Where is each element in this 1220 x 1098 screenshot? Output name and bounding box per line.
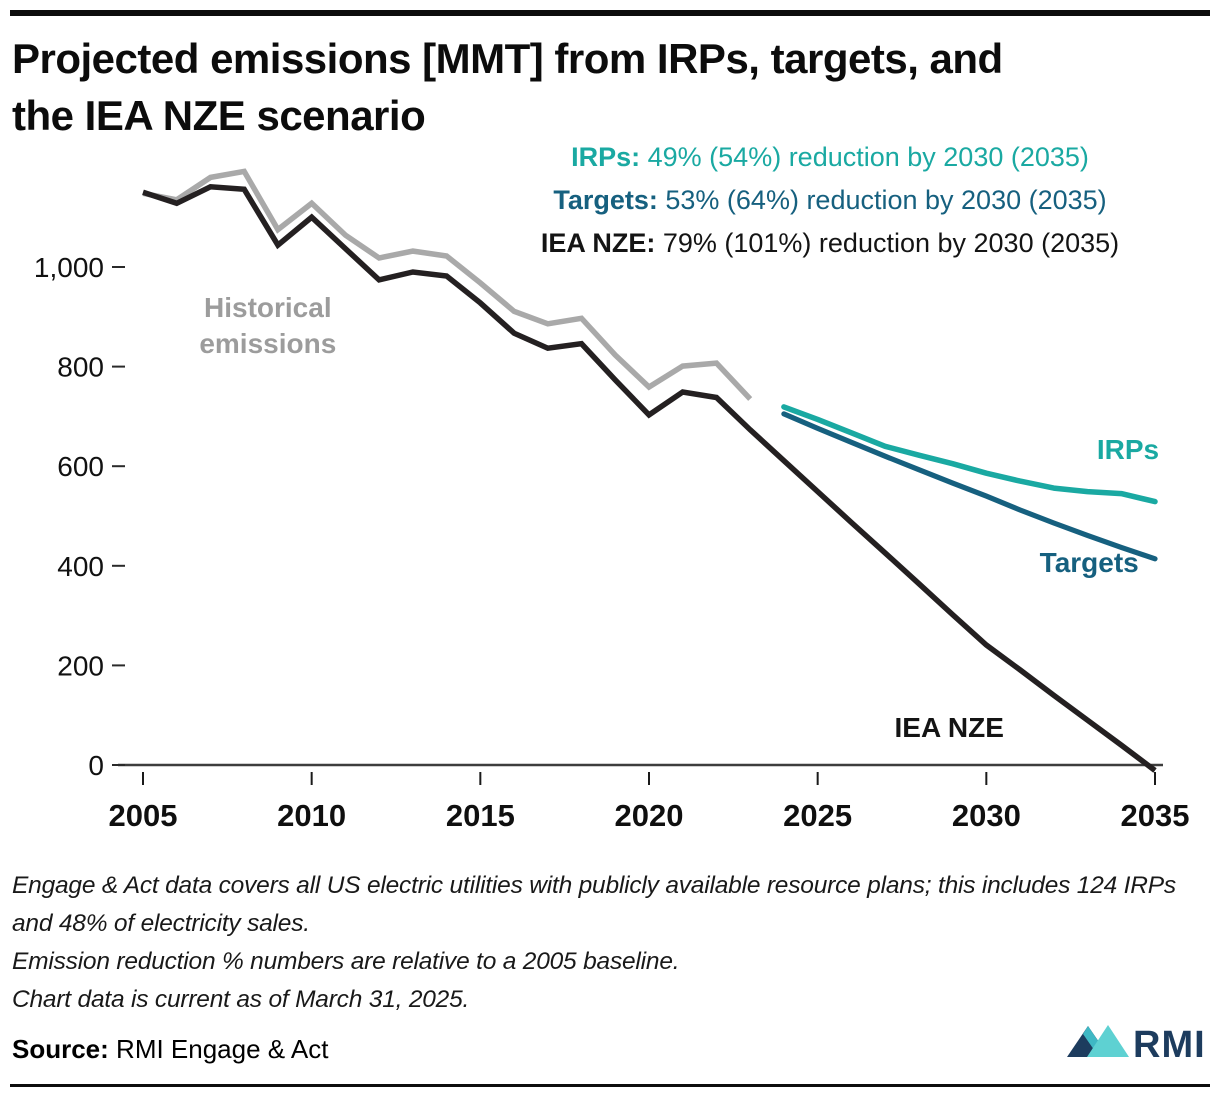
series-line-historical-emissions: [142, 168, 753, 401]
series-label-iea-nze: IEA NZE: [895, 712, 1004, 743]
x-tick-label-2020: 2020: [615, 798, 684, 833]
series-label-irps: IRPs: [1097, 434, 1159, 465]
footnote-coverage: Engage & Act data covers all US electric…: [12, 872, 1176, 937]
footnote-current-date: Chart data is current as of March 31, 20…: [12, 986, 470, 1013]
legend-row-targets: Targets: 53% (64%) reduction by 2030 (20…: [480, 179, 1180, 222]
legend-row-irps: IRPs: 49% (54%) reduction by 2030 (2035): [480, 136, 1180, 179]
page-title-line2: the IEA NZE scenario: [12, 92, 426, 139]
x-tick-label-2005: 2005: [109, 798, 178, 833]
legend-text-targets: 53% (64%) reduction by 2030 (2035): [657, 185, 1107, 215]
y-tick-label-400: 400: [57, 551, 104, 582]
legend-row-iea-nze: IEA NZE: 79% (101%) reduction by 2030 (2…: [480, 222, 1180, 265]
mountain-right-peak: [1087, 1025, 1129, 1057]
x-tick-label-2010: 2010: [277, 798, 346, 833]
y-tick-label-800: 800: [57, 352, 104, 383]
top-rule: [10, 10, 1210, 16]
y-tick-label-200: 200: [57, 650, 104, 681]
source-text: RMI Engage & Act: [108, 1034, 329, 1064]
footnotes: Engage & Act data covers all US electric…: [12, 867, 1208, 1019]
legend-text-iea-nze: 79% (101%) reduction by 2030 (2035): [655, 228, 1120, 258]
y-tick-label-1000: 1,000: [34, 252, 104, 283]
rmi-logo-text: RMI: [1133, 1024, 1206, 1065]
series-label-targets: Targets: [1040, 547, 1139, 578]
series-labels-group: Historical emissions IRPs Targets IEA NZE: [199, 292, 1159, 743]
series-label-historical: Historical: [204, 292, 332, 323]
series-line-targets: [781, 411, 1158, 562]
series-line-iea-nze: [142, 184, 1157, 773]
chart-legend: IRPs: 49% (54%) reduction by 2030 (2035)…: [480, 136, 1180, 265]
legend-label-targets: Targets:: [553, 185, 658, 215]
page-title: Projected emissions [MMT] from IRPs, tar…: [12, 30, 1197, 144]
footnote-baseline: Emission reduction % numbers are relativ…: [12, 948, 680, 975]
axes-group: 2005 2010 2015 2020 2025 2030 2035 0 200 400 600 80…: [34, 252, 1190, 833]
legend-label-irps: IRPs:: [571, 142, 641, 172]
source-line: Source: RMI Engage & Act: [12, 1034, 328, 1065]
series-line-irps: [781, 404, 1158, 505]
legend-label-iea-nze: IEA NZE:: [540, 228, 656, 258]
x-tick-label-2035: 2035: [1121, 798, 1190, 833]
y-tick-label-0: 0: [88, 750, 104, 781]
mountain-icon: [1067, 1025, 1129, 1057]
page-title-line1: Projected emissions [MMT] from IRPs, tar…: [12, 35, 1003, 82]
x-tick-label-2030: 2030: [952, 798, 1021, 833]
source-label: Source:: [12, 1034, 109, 1064]
legend-text-irps: 49% (54%) reduction by 2030 (2035): [640, 142, 1089, 172]
x-tick-label-2015: 2015: [446, 798, 515, 833]
bottom-rule: [10, 1084, 1210, 1087]
series-label-emissions: emissions: [199, 328, 336, 359]
rmi-logo: RMI: [1067, 1024, 1206, 1065]
y-tick-label-600: 600: [57, 451, 104, 482]
x-tick-label-2025: 2025: [783, 798, 852, 833]
